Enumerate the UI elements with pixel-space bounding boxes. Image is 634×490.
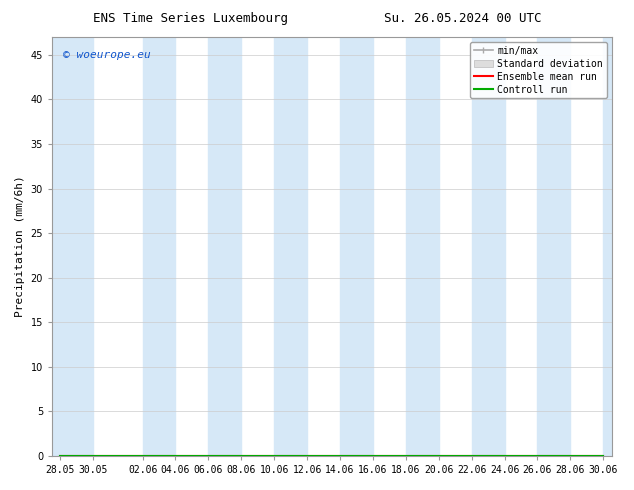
Bar <box>472 37 505 456</box>
Bar <box>209 37 242 456</box>
Bar <box>52 37 93 456</box>
Text: Su. 26.05.2024 00 UTC: Su. 26.05.2024 00 UTC <box>384 12 541 25</box>
Bar <box>143 37 176 456</box>
Bar <box>538 37 571 456</box>
Bar <box>275 37 307 456</box>
Bar <box>604 37 612 456</box>
Bar <box>340 37 373 456</box>
Bar <box>406 37 439 456</box>
Text: © woeurope.eu: © woeurope.eu <box>63 49 151 60</box>
Legend: min/max, Standard deviation, Ensemble mean run, Controll run: min/max, Standard deviation, Ensemble me… <box>470 42 607 98</box>
Text: ENS Time Series Luxembourg: ENS Time Series Luxembourg <box>93 12 288 25</box>
Y-axis label: Precipitation (mm/6h): Precipitation (mm/6h) <box>15 175 25 318</box>
